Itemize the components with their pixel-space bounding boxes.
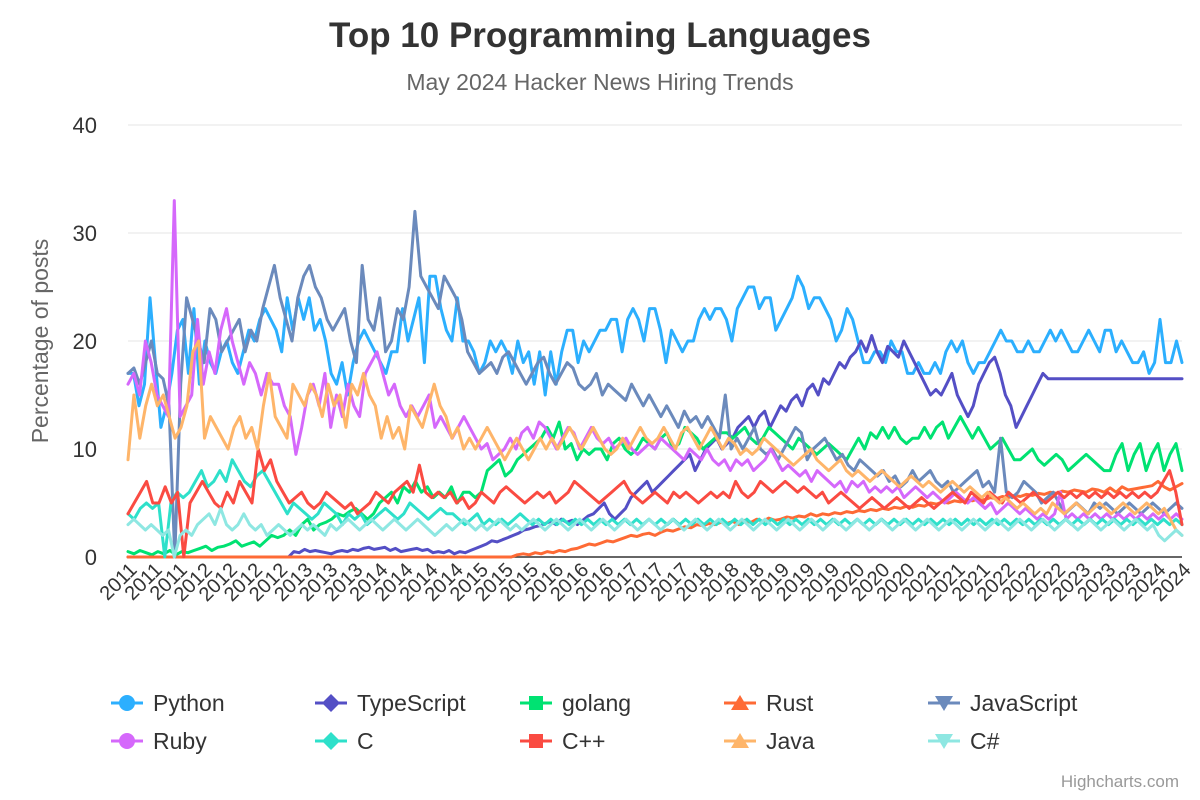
legend-item-ruby[interactable]: Ruby: [111, 728, 207, 754]
legend-marker: [529, 696, 543, 710]
legend-marker: [529, 734, 543, 748]
legend-marker: [119, 733, 135, 749]
legend-marker: [322, 732, 340, 750]
legend-label: Python: [153, 690, 225, 716]
series-lines: [126, 199, 1184, 559]
series-line-javascript[interactable]: [126, 209, 1184, 559]
y-tick-label: 20: [73, 329, 97, 354]
legend-label: TypeScript: [357, 690, 466, 716]
y-tick-label: 0: [85, 545, 97, 570]
legend-item-c[interactable]: C: [315, 728, 374, 754]
y-axis: 0 10 20 30 40: [73, 113, 97, 570]
series-line-ruby[interactable]: [126, 199, 1184, 521]
credits-link[interactable]: Highcharts.com: [1060, 772, 1179, 791]
series-line-typescript[interactable]: [126, 334, 1184, 559]
legend-item-javascript[interactable]: JavaScript: [928, 690, 1078, 716]
series-line-python[interactable]: [126, 274, 1184, 429]
legend-item-rust[interactable]: Rust: [724, 690, 814, 716]
legend-marker: [935, 696, 953, 711]
chart-title: Top 10 Programming Languages: [329, 16, 871, 55]
legend-label: golang: [562, 690, 631, 716]
series-line-java[interactable]: [126, 339, 1184, 537]
legend-label: C: [357, 728, 374, 754]
legend-label: C#: [970, 728, 1000, 754]
y-tick-label: 10: [73, 437, 97, 462]
legend-label: JavaScript: [970, 690, 1078, 716]
legend-marker: [322, 694, 340, 712]
legend-label: Rust: [766, 690, 814, 716]
legend-item-java[interactable]: Java: [724, 728, 815, 754]
legend-marker: [731, 695, 749, 710]
x-axis: 2011201120112012201220122012201320132013…: [96, 559, 1196, 606]
legend-label: Ruby: [153, 728, 207, 754]
y-tick-label: 40: [73, 113, 97, 138]
legend-item-c-[interactable]: C++: [520, 728, 605, 754]
legend-label: Java: [766, 728, 815, 754]
legend-label: C++: [562, 728, 605, 754]
legend-item-python[interactable]: Python: [111, 690, 225, 716]
legend-item-typescript[interactable]: TypeScript: [315, 690, 466, 716]
y-axis-label: Percentage of posts: [27, 239, 53, 444]
legend-item-c-[interactable]: C#: [928, 728, 1000, 754]
series-line-c-[interactable]: [126, 506, 1184, 559]
series-line-c-[interactable]: [126, 447, 1184, 559]
legend-marker: [119, 695, 135, 711]
chart-subtitle: May 2024 Hacker News Hiring Trends: [406, 69, 794, 95]
legend-marker: [935, 734, 953, 749]
legend-marker: [731, 733, 749, 748]
legend-item-golang[interactable]: golang: [520, 690, 631, 716]
y-tick-label: 30: [73, 221, 97, 246]
legend: Python TypeScript golang Rust JavaScript Ruby…: [111, 690, 1078, 754]
